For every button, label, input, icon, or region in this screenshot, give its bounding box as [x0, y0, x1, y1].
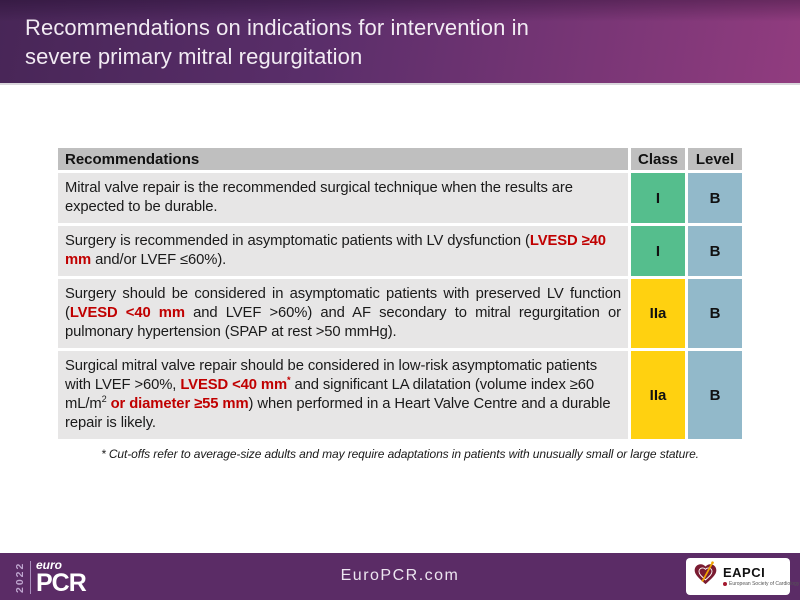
level-cell-row3: B — [688, 279, 742, 348]
eapci-name: EAPCI — [723, 565, 766, 580]
level-cell-row2: B — [688, 226, 742, 276]
class-cell-row3: IIa — [631, 279, 685, 348]
level-cell-row1: B — [688, 173, 742, 223]
recommendation-text-row1: Mitral valve repair is the recommended s… — [58, 173, 628, 223]
esc-icon — [723, 582, 727, 586]
recommendation-text-row3: Surgery should be considered in asymptom… — [58, 279, 628, 348]
eapci-subtext: European Society of Cardiology — [729, 581, 800, 587]
slide-footer: 2022 euro PCR EuroPCR.com EAPCI — [0, 553, 800, 600]
eapci-logo: EAPCI European Society of Cardiology — [686, 558, 799, 595]
slide-title-line2: severe primary mitral regurgitation — [25, 44, 363, 69]
slide-title-line1: Recommendations on indications for inter… — [25, 15, 529, 40]
recommendation-text-row2: Surgery is recommended in asymptomatic p… — [58, 226, 628, 276]
footnote: * Cut-offs refer to average-size adults … — [101, 447, 699, 461]
class-cell-row2: I — [631, 226, 685, 276]
recommendation-text-row4: Surgical mitral valve repair should be c… — [58, 351, 628, 439]
level-cell-row4: B — [688, 351, 742, 439]
eapci-heart-icon — [692, 561, 719, 592]
table-header-class: Class — [631, 148, 685, 170]
slide-header: Recommendations on indications for inter… — [0, 0, 800, 85]
website-url: EuroPCR.com — [340, 567, 460, 584]
table-header-recommendations: Recommendations — [58, 148, 628, 170]
slide-title: Recommendations on indications for inter… — [0, 0, 800, 71]
table-header-level: Level — [688, 148, 742, 170]
class-cell-row1: I — [631, 173, 685, 223]
recommendations-table: Recommendations Class Level Mitral valve… — [58, 148, 742, 439]
europcr-logo-pcr: PCR — [36, 568, 87, 597]
class-cell-row4: IIa — [631, 351, 685, 439]
europcr-logo: 2022 euro PCR — [14, 557, 87, 597]
logo-divider — [30, 560, 31, 594]
europcr-logo-euro: euro — [36, 557, 63, 572]
